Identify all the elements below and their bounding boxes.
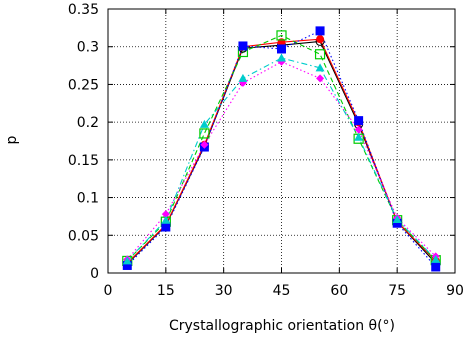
series-6-point: [238, 73, 248, 82]
y-tick-label: 0.2: [77, 115, 99, 131]
series-4-point: [122, 260, 132, 270]
y-axis-label: p: [4, 135, 20, 144]
x-tick-label: 15: [157, 283, 175, 299]
y-tick-label: 0.3: [77, 40, 99, 56]
series-6-point: [199, 119, 209, 128]
x-tick-label: 0: [104, 283, 113, 299]
series-5-point: [354, 125, 363, 134]
x-tick-label: 90: [446, 283, 464, 299]
y-tick-label: 0.35: [68, 2, 99, 18]
axis-ticks: 0 15 30 45 60 75 90 0 0.05 0.1 0.15 0.2 0.25 0.3 0.35: [68, 2, 464, 299]
series-line-1: [126, 40, 437, 265]
x-tick-label: 45: [273, 283, 291, 299]
series-4-point: [277, 44, 286, 54]
y-tick-label: 0.1: [77, 191, 99, 207]
series-3-point: [199, 128, 210, 139]
series-6-point: [392, 214, 402, 223]
series-3-point: [314, 49, 326, 60]
series-4-point: [392, 218, 402, 228]
series-markers: [122, 26, 441, 272]
series-line-6: [126, 57, 437, 262]
series-6-point: [354, 132, 364, 141]
series-6-point: [315, 63, 325, 72]
series-4-point: [161, 222, 171, 232]
x-tick-label: 60: [330, 283, 348, 299]
series-4-point: [238, 41, 248, 51]
grid-lines: [108, 9, 455, 273]
series-5-point: [200, 140, 209, 149]
y-tick-label: 0.05: [68, 228, 99, 244]
series-line-3: [126, 34, 437, 262]
y-tick-label: 0.25: [68, 77, 99, 93]
series-line-5: [126, 61, 437, 260]
series-6-point: [431, 254, 441, 263]
series-4-point: [431, 262, 441, 272]
series-3-point: [276, 30, 287, 41]
series-6-point: [277, 53, 286, 62]
series-line-4: [126, 30, 437, 268]
x-tick-label: 30: [215, 283, 233, 299]
series-5-point: [161, 210, 170, 219]
y-tick-label: 0.15: [68, 153, 99, 169]
series-4-point: [315, 26, 325, 36]
series-6-point: [161, 215, 171, 224]
series-2-point: [316, 35, 325, 44]
series-6-point: [122, 256, 132, 265]
x-axis-label: Crystallographic orientation θ(°): [169, 318, 395, 334]
y-tick-label: 0: [90, 266, 99, 282]
x-tick-label: 75: [388, 283, 406, 299]
series-4-point: [354, 116, 364, 126]
series-5-point: [316, 74, 325, 83]
